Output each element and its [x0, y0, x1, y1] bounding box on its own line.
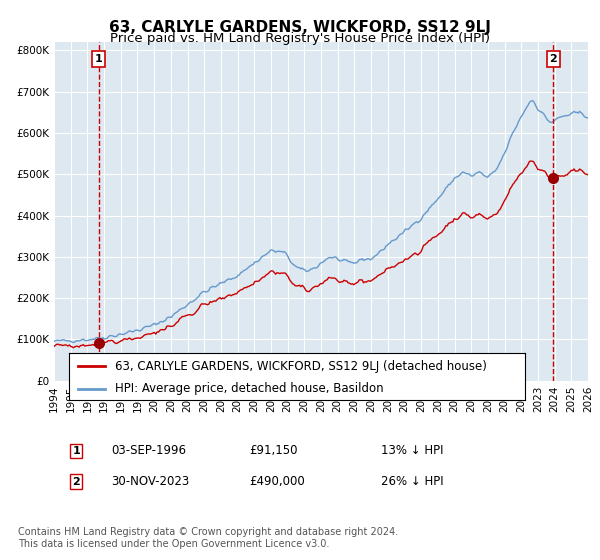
- Text: 63, CARLYLE GARDENS, WICKFORD, SS12 9LJ: 63, CARLYLE GARDENS, WICKFORD, SS12 9LJ: [109, 20, 491, 35]
- Text: 1: 1: [73, 446, 80, 456]
- Text: 1: 1: [95, 54, 103, 64]
- Text: £91,150: £91,150: [249, 444, 298, 458]
- Text: HPI: Average price, detached house, Basildon: HPI: Average price, detached house, Basi…: [115, 382, 383, 395]
- Text: 2: 2: [73, 477, 80, 487]
- Text: 13% ↓ HPI: 13% ↓ HPI: [381, 444, 443, 458]
- Text: Contains HM Land Registry data © Crown copyright and database right 2024.
This d: Contains HM Land Registry data © Crown c…: [18, 527, 398, 549]
- Text: 2: 2: [550, 54, 557, 64]
- Text: 03-SEP-1996: 03-SEP-1996: [111, 444, 186, 458]
- Text: Price paid vs. HM Land Registry's House Price Index (HPI): Price paid vs. HM Land Registry's House …: [110, 32, 490, 45]
- Text: £490,000: £490,000: [249, 475, 305, 488]
- Text: 30-NOV-2023: 30-NOV-2023: [111, 475, 189, 488]
- Text: 26% ↓ HPI: 26% ↓ HPI: [381, 475, 443, 488]
- Text: 63, CARLYLE GARDENS, WICKFORD, SS12 9LJ (detached house): 63, CARLYLE GARDENS, WICKFORD, SS12 9LJ …: [115, 360, 487, 372]
